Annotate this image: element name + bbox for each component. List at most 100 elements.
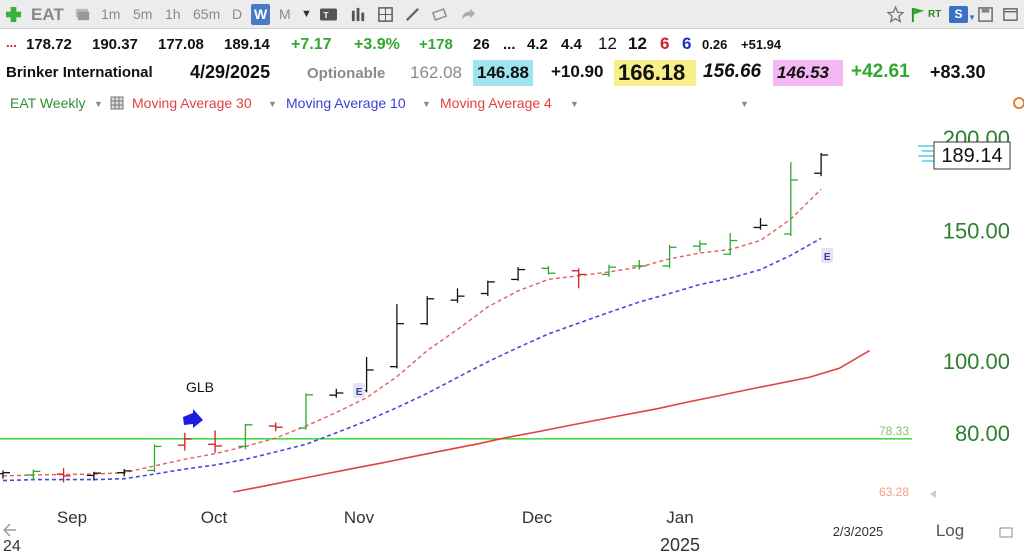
legend-ma30[interactable]: Moving Average 30 — [132, 95, 252, 111]
legend-main-dropdown-icon[interactable]: ▼ — [94, 99, 103, 109]
quote-v4: 4.4 — [561, 36, 582, 53]
toolbar: EAT 1m 5m 1h 65m D W M ▼ T RT S ▼ — [0, 0, 1024, 29]
legend-ma10-dropdown-icon[interactable]: ▼ — [422, 99, 431, 109]
ohlc-bar — [299, 393, 313, 430]
info-val8: +83.30 — [930, 62, 986, 82]
info-row: Brinker International 4/29/2025 Optionab… — [0, 60, 1024, 88]
pencil-icon[interactable] — [404, 6, 421, 23]
scroll-back-icon[interactable] — [3, 523, 16, 537]
save-icon[interactable] — [977, 6, 994, 23]
interval-1h[interactable]: 1h — [165, 6, 181, 22]
ma4-line — [2, 188, 822, 477]
info-date: 4/29/2025 — [190, 62, 271, 82]
quote-v3: 4.2 — [527, 36, 548, 53]
glb-arrow-icon — [183, 409, 203, 428]
layers-icon[interactable] — [74, 6, 91, 23]
ohlc-bar — [268, 422, 283, 432]
quote-v9: 0.26 — [702, 37, 728, 52]
ohlc-bar — [753, 218, 768, 230]
share-arrow-icon[interactable] — [459, 6, 476, 23]
symbol-input[interactable]: EAT — [31, 5, 64, 24]
ohlc-bar — [0, 470, 10, 479]
y-tick-label: 80.00 — [955, 421, 1010, 446]
info-val3: +10.90 — [551, 62, 604, 81]
optionable-label: Optionable — [307, 65, 386, 82]
x-tick-label: Nov — [344, 508, 375, 527]
eraser-icon[interactable] — [431, 6, 448, 23]
info-val4: 166.18 — [614, 60, 696, 86]
palette-icon[interactable] — [1012, 96, 1024, 110]
quote-v8: 6 — [682, 34, 692, 53]
ohlc-bar — [602, 264, 616, 277]
interval-w[interactable]: W — [251, 4, 271, 25]
scan-button[interactable]: S — [949, 6, 968, 23]
interval-1m[interactable]: 1m — [101, 6, 121, 22]
quote-prefix: ... — [6, 35, 17, 50]
log-scale-toggle[interactable]: Log — [936, 521, 964, 540]
flag-icon[interactable] — [910, 6, 927, 23]
ohlc-bar — [177, 432, 192, 451]
price-marker-lines-icon — [918, 145, 934, 162]
last-price-box — [933, 141, 1011, 170]
quote-pts: +178 — [419, 36, 453, 53]
ohlc-bar — [56, 468, 71, 483]
quote-change: +7.17 — [291, 36, 332, 53]
x-end-date-label: 2/3/2025 — [833, 524, 884, 539]
realtime-badge[interactable]: RT — [928, 9, 942, 20]
ohlc-bar — [450, 288, 465, 303]
ohlc-bar — [571, 268, 586, 289]
ma30-line — [233, 349, 871, 493]
ohlc-bar — [117, 469, 132, 477]
x-tick-label: Dec — [522, 508, 553, 527]
studies-grid-icon[interactable] — [110, 96, 124, 110]
ohlc-bar — [723, 232, 738, 256]
interval-5m[interactable]: 5m — [133, 6, 153, 22]
quote-v6: 12 — [628, 34, 647, 53]
x-tick-label: Jan — [666, 508, 693, 527]
scan-dropdown-icon[interactable]: ▼ — [968, 13, 976, 22]
earnings-marker[interactable] — [353, 383, 366, 398]
ohlc-bar — [86, 471, 101, 481]
quote-low: 177.08 — [158, 36, 204, 53]
glb-level-label: 78.33 — [879, 424, 909, 438]
legend-overflow-dropdown-icon[interactable]: ▼ — [740, 99, 749, 109]
legend-ma4-dropdown-icon[interactable]: ▼ — [570, 99, 579, 109]
info-val6: 146.53 — [773, 60, 843, 86]
add-symbol-icon[interactable] — [5, 6, 22, 23]
interval-d[interactable]: D — [232, 6, 243, 22]
star-icon[interactable] — [887, 6, 904, 23]
company-name: Brinker International — [6, 64, 153, 81]
interval-m[interactable]: M — [279, 6, 291, 22]
quote-v5: 12 — [598, 34, 617, 53]
quote-close: 189.14 — [224, 36, 270, 53]
legend: EAT Weekly ▼ Moving Average 30 ▼ Moving … — [0, 92, 1024, 114]
quote-high: 190.37 — [92, 36, 138, 53]
text-tool-icon[interactable]: T — [320, 6, 337, 23]
grid-icon[interactable] — [377, 6, 394, 23]
earnings-label: E — [356, 387, 363, 398]
ohlc-bar — [329, 388, 344, 398]
y-tick-label: 150.00 — [943, 219, 1010, 244]
window-icon[interactable] — [1002, 6, 1019, 23]
interval-65m[interactable]: 65m — [193, 6, 221, 22]
x-tick-label: Sep — [57, 508, 87, 527]
legend-ma10[interactable]: Moving Average 10 — [286, 95, 406, 111]
quote-row: ... 178.72 190.37 177.08 189.14 +7.17 +3… — [0, 34, 1024, 58]
expand-icon[interactable] — [999, 527, 1013, 538]
bar-chart-icon[interactable] — [350, 6, 367, 23]
legend-ma30-dropdown-icon[interactable]: ▼ — [268, 99, 277, 109]
legend-main-series[interactable]: EAT Weekly — [10, 95, 86, 111]
earnings-marker[interactable] — [821, 248, 834, 263]
ohlc-bar — [389, 304, 404, 369]
ohlc-bar — [147, 444, 162, 473]
ohlc-bar — [632, 259, 647, 270]
legend-ma4[interactable]: Moving Average 4 — [440, 95, 552, 111]
quote-v1: 26 — [473, 36, 490, 53]
scroll-left-icon[interactable] — [930, 490, 936, 498]
info-val1: 162.08 — [410, 63, 462, 82]
earnings-label: E — [824, 252, 831, 263]
interval-dropdown-icon[interactable]: ▼ — [301, 8, 312, 20]
quote-v7: 6 — [660, 34, 670, 53]
info-val2: 146.88 — [473, 60, 533, 86]
